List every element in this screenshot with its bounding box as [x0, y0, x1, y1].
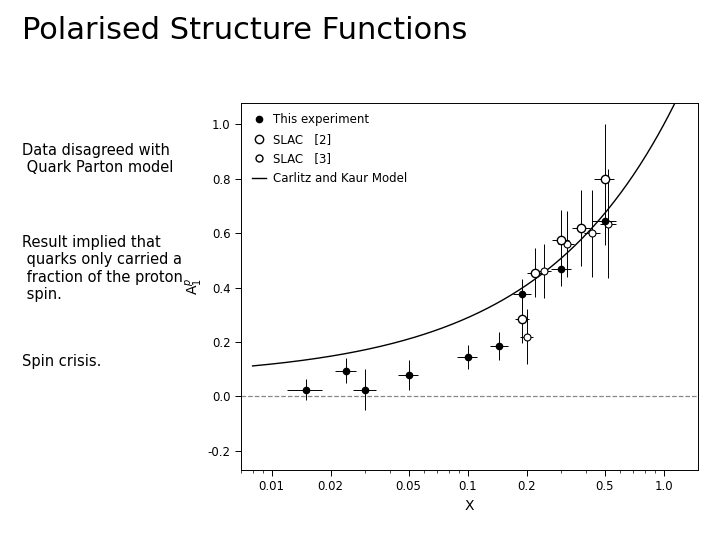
Y-axis label: A$_1^p$: A$_1^p$ [184, 278, 205, 295]
Text: Result implied that
 quarks only carried a
 fraction of the proton
 spin.: Result implied that quarks only carried … [22, 235, 182, 302]
Text: Polarised Structure Functions: Polarised Structure Functions [22, 16, 467, 45]
X-axis label: X: X [465, 499, 474, 513]
Legend: This experiment, SLAC   [2], SLAC   [3], Carlitz and Kaur Model: This experiment, SLAC [2], SLAC [3], Car… [247, 109, 412, 190]
Text: Spin crisis.: Spin crisis. [22, 354, 101, 369]
Text: Data disagreed with
 Quark Parton model: Data disagreed with Quark Parton model [22, 143, 173, 176]
